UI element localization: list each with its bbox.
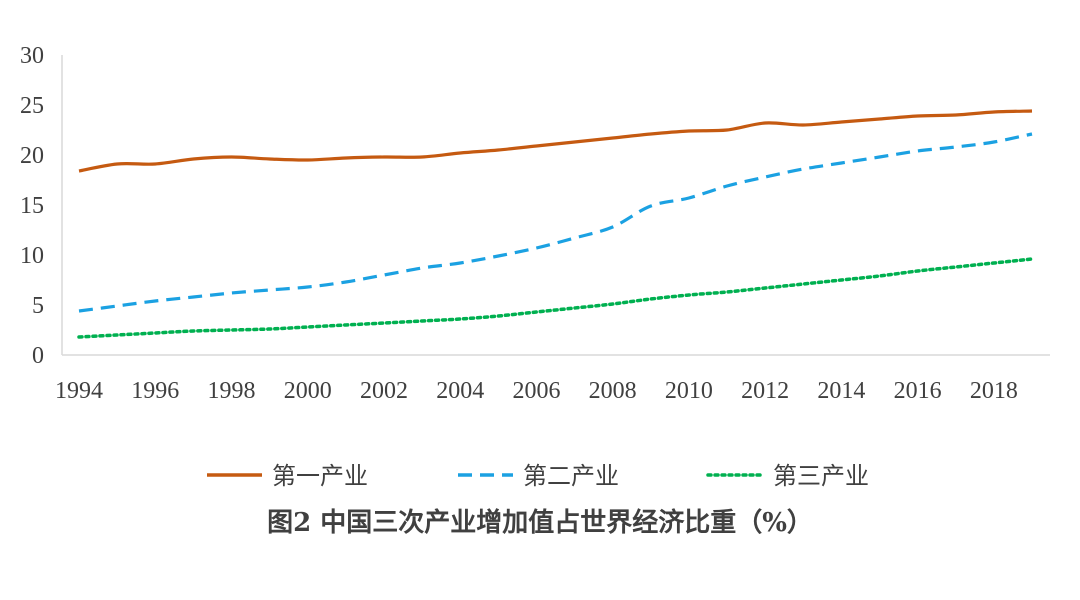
y-tick-label: 25: [20, 93, 44, 119]
legend: 第一产业 第二产业 第三产业: [207, 462, 869, 490]
series-line-2: [78, 132, 1033, 313]
x-tick-label: 2000: [284, 378, 332, 404]
y-tick-label: 10: [20, 243, 44, 269]
x-tick-label: 2004: [436, 378, 484, 404]
x-tick-label: 2018: [970, 378, 1018, 404]
x-tick-label: 2006: [512, 378, 560, 404]
x-tick-label: 2016: [894, 378, 942, 404]
x-tick-label: 1998: [207, 378, 255, 404]
x-tick-label: 2010: [665, 378, 713, 404]
x-tick-label: 1994: [55, 378, 103, 404]
y-tick-label: 5: [32, 293, 44, 319]
series-lines: [77, 109, 1034, 339]
x-tick-label: 1996: [131, 378, 179, 404]
chart-caption: 图2 中国三次产业增加值占世界经济比重（%）: [267, 507, 813, 538]
x-axis: 1994 1996 1998 2000 2002 2004 2006 2008 2010 2012…: [55, 354, 1050, 404]
y-axis: 0 5 10 15 20 25 30: [20, 43, 63, 369]
legend-label-2: 第二产业: [523, 462, 619, 490]
legend-label-3: 第三产业: [773, 462, 869, 490]
series-line-1: [78, 109, 1033, 173]
x-tick-label: 2014: [817, 378, 865, 404]
y-tick-label: 30: [20, 43, 44, 69]
y-tick-label: 15: [20, 193, 44, 219]
legend-label-1: 第一产业: [272, 462, 368, 490]
y-tick-label: 0: [32, 343, 44, 369]
y-tick-label: 20: [20, 143, 44, 169]
x-tick-label: 2008: [589, 378, 637, 404]
series-line-3: [77, 257, 1034, 339]
x-tick-label: 2002: [360, 378, 408, 404]
x-tick-label: 2012: [741, 378, 789, 404]
